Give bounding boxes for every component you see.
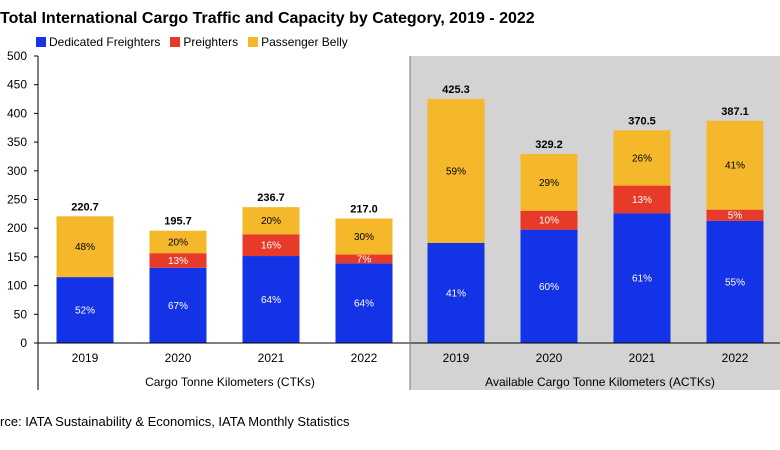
data-label-belly: 30%	[354, 232, 374, 243]
data-label-dedicated: 64%	[354, 299, 374, 310]
bar-dedicated-0-2021	[242, 256, 300, 343]
bar-dedicated-1-2019	[427, 242, 485, 343]
bar-belly-1-2019	[427, 98, 485, 243]
total-label: 370.5	[628, 115, 656, 127]
total-label: 236.7	[257, 192, 285, 204]
data-label-belly: 59%	[446, 166, 466, 177]
bar-belly-0-2021	[242, 207, 300, 235]
x-tick-label: 2020	[165, 351, 192, 365]
bar-preighters-0-2020	[149, 253, 207, 268]
bar-dedicated-0-2019	[56, 277, 114, 343]
group-label: Cargo Tonne Kilometers (CTKs)	[145, 375, 315, 389]
y-tick-label: 200	[7, 221, 27, 235]
data-label-preighters: 10%	[539, 216, 559, 227]
legend-item-belly: Passenger Belly	[248, 35, 348, 49]
legend-label-preighters: Preighters	[183, 35, 239, 49]
bar-dedicated-1-2020	[520, 229, 578, 343]
legend-swatch-preighters	[170, 37, 181, 47]
total-label: 220.7	[71, 201, 99, 213]
bar-belly-1-2021	[613, 130, 671, 186]
x-tick-label: 2022	[722, 351, 749, 365]
data-label-dedicated: 41%	[446, 288, 466, 299]
bar-belly-1-2022	[706, 120, 764, 210]
x-tick-label: 2022	[351, 351, 378, 365]
y-tick-label: 500	[7, 49, 27, 63]
bar-dedicated-1-2021	[613, 213, 671, 343]
total-label: 387.1	[721, 106, 749, 118]
x-tick-label: 2019	[443, 351, 470, 365]
total-label: 195.7	[164, 216, 192, 228]
legend-label-belly: Passenger Belly	[261, 35, 348, 49]
bar-dedicated-0-2022	[335, 263, 393, 343]
total-label: 217.0	[350, 203, 378, 215]
bar-belly-0-2022	[335, 218, 393, 255]
x-tick-label: 2021	[258, 351, 285, 365]
y-tick-label: 400	[7, 106, 27, 120]
x-tick-label: 2020	[536, 351, 563, 365]
data-label-belly: 20%	[168, 237, 188, 248]
total-label: 425.3	[442, 84, 470, 96]
data-label-preighters: 5%	[728, 211, 743, 222]
data-label-dedicated: 61%	[632, 274, 652, 285]
data-label-dedicated: 67%	[168, 301, 188, 312]
bar-preighters-1-2022	[706, 209, 764, 221]
bar-belly-1-2020	[520, 154, 578, 211]
x-tick-label: 2019	[72, 351, 99, 365]
y-tick-label: 150	[7, 250, 27, 264]
y-tick-label: 50	[14, 307, 28, 321]
bar-preighters-1-2021	[613, 185, 671, 214]
legend-item-dedicated: Dedicated Freighters	[36, 35, 160, 49]
y-tick-label: 300	[7, 164, 27, 178]
y-tick-label: 100	[7, 279, 27, 293]
bar-belly-0-2020	[149, 230, 207, 254]
legend: Dedicated Freighters Preighters Passenge…	[36, 35, 348, 49]
data-label-preighters: 16%	[261, 241, 281, 252]
data-label-dedicated: 55%	[725, 277, 745, 288]
x-tick-label: 2021	[629, 351, 656, 365]
data-label-preighters: 7%	[357, 254, 372, 265]
total-label: 329.2	[535, 139, 563, 151]
y-tick-label: 350	[7, 135, 27, 149]
bar-preighters-0-2021	[242, 234, 300, 257]
bar-belly-0-2019	[56, 216, 114, 278]
data-label-preighters: 13%	[168, 256, 188, 267]
data-label-belly: 29%	[539, 178, 559, 189]
legend-swatch-belly	[248, 37, 259, 47]
y-tick-label: 450	[7, 78, 27, 92]
bar-dedicated-0-2020	[149, 267, 207, 343]
group-label: Available Cargo Tonne Kilometers (ACTKs)	[485, 375, 715, 389]
bar-preighters-0-2022	[335, 254, 393, 264]
data-label-belly: 41%	[725, 161, 745, 172]
y-tick-label: 250	[7, 193, 27, 207]
data-label-dedicated: 60%	[539, 282, 559, 293]
legend-label-dedicated: Dedicated Freighters	[49, 35, 161, 49]
legend-item-preighters: Preighters	[170, 35, 238, 49]
bar-dedicated-1-2022	[706, 220, 764, 343]
legend-swatch-dedicated	[36, 37, 46, 47]
data-label-preighters: 13%	[632, 195, 652, 206]
chart-title: Total International Cargo Traffic and Ca…	[0, 10, 535, 27]
data-label-dedicated: 64%	[261, 295, 281, 306]
data-label-belly: 26%	[632, 153, 652, 164]
bar-preighters-1-2020	[520, 210, 578, 230]
data-label-belly: 20%	[261, 216, 281, 227]
y-tick-label: 0	[20, 336, 27, 350]
data-label-dedicated: 52%	[75, 306, 95, 317]
data-label-belly: 48%	[75, 242, 95, 253]
source-note: rce: IATA Sustainability & Economics, IA…	[0, 414, 350, 429]
